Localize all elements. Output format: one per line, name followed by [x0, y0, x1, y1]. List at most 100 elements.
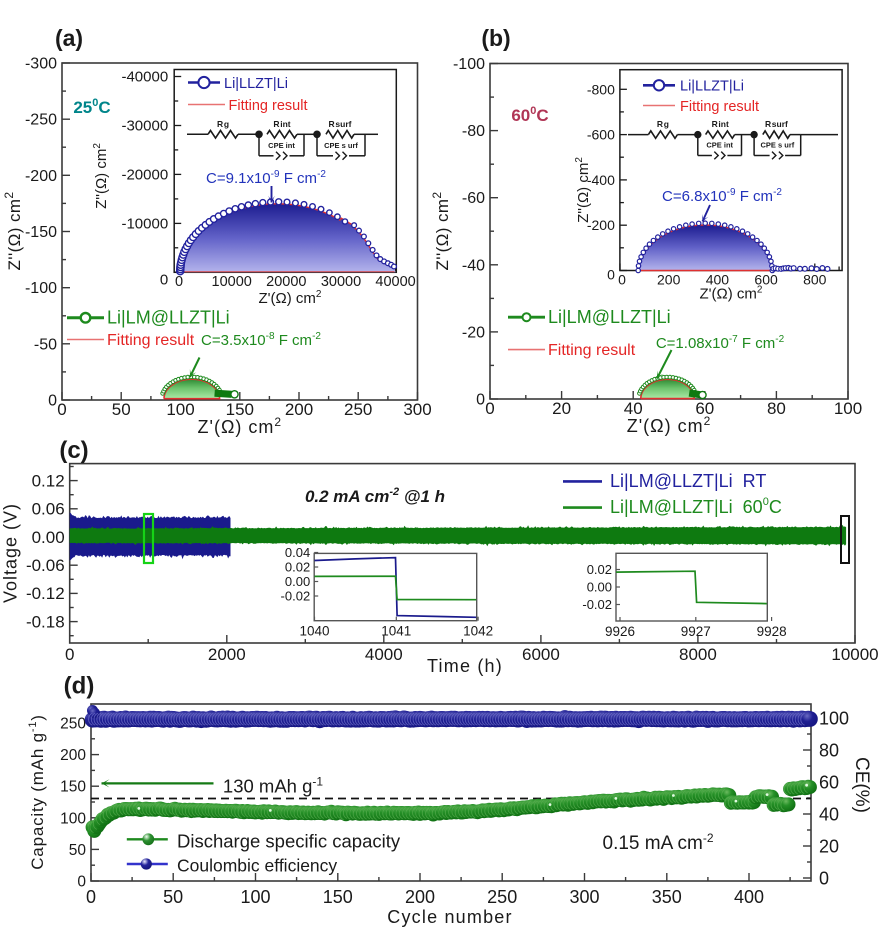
svg-text:Li|LLZT|Li: Li|LLZT|Li	[224, 76, 288, 92]
svg-text:0: 0	[618, 272, 626, 288]
svg-text:-30000: -30000	[121, 118, 168, 135]
svg-text:6000: 6000	[522, 645, 560, 664]
svg-text:-0.18: -0.18	[26, 612, 65, 631]
svg-text:-0.02: -0.02	[281, 589, 311, 604]
svg-text:Z''(Ω) cm2: Z''(Ω) cm2	[2, 192, 24, 271]
svg-text:2000: 2000	[208, 645, 246, 664]
svg-text:150: 150	[323, 887, 353, 907]
svg-text:0.00: 0.00	[285, 574, 310, 589]
svg-text:4000: 4000	[365, 645, 403, 664]
svg-text:200: 200	[657, 272, 681, 288]
svg-text:150: 150	[60, 779, 86, 796]
svg-text:0: 0	[65, 645, 74, 664]
svg-text:0.00: 0.00	[587, 580, 612, 595]
svg-text:0: 0	[175, 274, 183, 290]
svg-text:R surf: R surf	[765, 119, 788, 129]
svg-text:0: 0	[160, 271, 168, 288]
svg-text:60: 60	[819, 773, 839, 793]
svg-text:40: 40	[819, 805, 839, 825]
svg-text:200: 200	[405, 887, 435, 907]
svg-text:C=3.5x10-8 F cm-2: C=3.5x10-8 F cm-2	[201, 331, 321, 349]
svg-text:350: 350	[652, 887, 682, 907]
svg-text:0.15 mA cm-2: 0.15 mA cm-2	[603, 831, 714, 854]
svg-text:1041: 1041	[381, 624, 411, 639]
svg-text:100: 100	[819, 709, 849, 729]
svg-text:Voltage (V): Voltage (V)	[1, 503, 21, 603]
svg-text:0.02: 0.02	[587, 562, 612, 577]
svg-text:CPE s urf: CPE s urf	[761, 141, 795, 150]
svg-text:Li|LLZT|Li: Li|LLZT|Li	[680, 79, 744, 95]
svg-text:Z''(Ω) cm2: Z''(Ω) cm2	[430, 192, 452, 271]
svg-text:Z''(Ω) cm2: Z''(Ω) cm2	[574, 157, 592, 223]
svg-text:C=1.08x10-7 F cm-2: C=1.08x10-7 F cm-2	[656, 334, 785, 352]
svg-text:1042: 1042	[463, 624, 493, 639]
svg-text:130 mAh g-1: 130 mAh g-1	[223, 775, 323, 797]
svg-text:CPE s urf: CPE s urf	[324, 141, 358, 150]
svg-text:0: 0	[77, 874, 86, 891]
svg-text:20: 20	[552, 399, 571, 418]
svg-text:C=6.8x10-9 F cm-2: C=6.8x10-9 F cm-2	[662, 187, 782, 205]
svg-text:0.00: 0.00	[32, 528, 65, 547]
svg-text:-300: -300	[25, 56, 57, 73]
svg-text:100: 100	[60, 810, 86, 827]
svg-text:8000: 8000	[679, 645, 717, 664]
svg-text:Fitting result: Fitting result	[548, 342, 636, 359]
svg-text:60: 60	[695, 399, 714, 418]
svg-text:250: 250	[487, 887, 517, 907]
svg-text:Discharge specific capacity: Discharge specific capacity	[177, 831, 401, 852]
svg-text:10000: 10000	[831, 645, 878, 664]
svg-text:20000: 20000	[266, 274, 306, 290]
svg-text:(b): (b)	[481, 25, 510, 51]
svg-text:9926: 9926	[605, 624, 635, 639]
svg-text:10000: 10000	[212, 274, 252, 290]
svg-text:-100: -100	[453, 56, 485, 73]
svg-text:Li|LM@LLZT|Li RT: Li|LM@LLZT|Li RT	[610, 471, 766, 491]
svg-text:Li|LM@LLZT|Li: Li|LM@LLZT|Li	[548, 307, 671, 327]
svg-text:-20: -20	[462, 324, 485, 341]
svg-text:20: 20	[819, 837, 839, 857]
svg-text:0: 0	[86, 887, 96, 907]
svg-text:-800: -800	[587, 81, 615, 97]
svg-text:80: 80	[819, 741, 839, 761]
svg-text:100: 100	[834, 399, 862, 418]
svg-text:Li|LM@LLZT|Li: Li|LM@LLZT|Li	[107, 308, 230, 328]
svg-text:-40: -40	[462, 257, 485, 274]
svg-text:C=9.1x10-9 F cm-2: C=9.1x10-9 F cm-2	[206, 169, 326, 187]
svg-text:300: 300	[569, 887, 599, 907]
svg-text:-250: -250	[25, 112, 57, 129]
svg-text:30000: 30000	[321, 274, 361, 290]
svg-text:Li|LM@LLZT|Li 600C: Li|LM@LLZT|Li 600C	[610, 496, 782, 517]
svg-text:0: 0	[607, 267, 615, 283]
svg-text:800: 800	[803, 272, 827, 288]
svg-text:600: 600	[754, 272, 778, 288]
svg-text:(a): (a)	[55, 25, 83, 51]
svg-text:Coulombic efficiency: Coulombic efficiency	[177, 856, 337, 876]
svg-text:-80: -80	[462, 123, 485, 140]
svg-text:-50: -50	[34, 336, 57, 353]
svg-text:0.04: 0.04	[285, 545, 310, 560]
svg-text:0.02: 0.02	[285, 560, 310, 575]
svg-text:200: 200	[285, 400, 313, 419]
svg-text:Fitting result: Fitting result	[229, 98, 308, 114]
svg-text:-40000: -40000	[121, 69, 168, 86]
svg-text:Time (h): Time (h)	[427, 656, 503, 676]
svg-text:-150: -150	[25, 224, 57, 241]
svg-text:Fitting result: Fitting result	[680, 99, 759, 115]
svg-text:-200: -200	[587, 217, 615, 233]
svg-text:150: 150	[226, 400, 254, 419]
svg-text:40: 40	[624, 399, 643, 418]
svg-text:Capacity (mAh g-1): Capacity (mAh g-1)	[27, 714, 47, 870]
svg-text:-100: -100	[25, 280, 57, 297]
svg-text:-0.06: -0.06	[26, 556, 65, 575]
svg-text:400: 400	[734, 887, 764, 907]
svg-text:250C: 250C	[73, 97, 110, 117]
svg-text:-200: -200	[25, 168, 57, 185]
svg-text:R int: R int	[712, 119, 729, 129]
svg-text:-0.02: -0.02	[582, 597, 612, 612]
svg-text:300: 300	[403, 400, 431, 419]
svg-text:CE(%): CE(%)	[851, 757, 872, 813]
svg-text:(d): (d)	[64, 673, 95, 700]
svg-text:Z''(Ω) cm2: Z''(Ω) cm2	[92, 143, 110, 209]
svg-text:Z'(Ω) cm2: Z'(Ω) cm2	[700, 285, 763, 303]
svg-text:0.06: 0.06	[32, 500, 65, 519]
